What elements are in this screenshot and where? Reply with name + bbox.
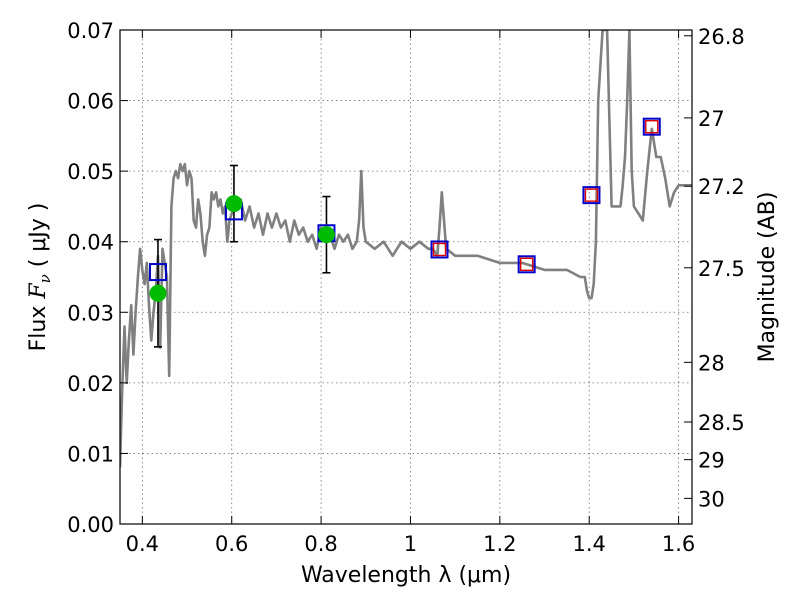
y-axis-label-subscript: ν	[36, 274, 54, 283]
grid-layer	[120, 30, 692, 524]
x-tick-label: 0.4	[126, 532, 159, 556]
plot-frame	[119, 29, 693, 525]
y-tick-label: 0.07	[67, 19, 114, 43]
tick-layer: 0.4 0.6 0.8 1 1.2 1.4 1.6 0.00 0.01 0.02 0.03 0.04 0…	[67, 19, 745, 556]
x-tick-label: 1.2	[483, 532, 516, 556]
x-tick-label: 1.4	[573, 532, 606, 556]
y-tick-label: 0.05	[67, 160, 114, 184]
y-tick-label: 0.00	[67, 513, 114, 537]
y2-tick-label: 28	[698, 351, 725, 375]
y-axis-label-units: ( μJy )	[26, 203, 51, 275]
y2-tick-label: 28.5	[698, 411, 745, 435]
x-axis-label: Wavelength λ (μm)	[301, 563, 511, 588]
observed-point	[149, 284, 167, 302]
red-bandpass-square	[584, 188, 599, 202]
y-tick-label: 0.02	[67, 372, 114, 396]
plot-layer	[120, 30, 692, 468]
y2-tick-label: 27.5	[698, 257, 745, 281]
model-bandpass-square	[582, 186, 601, 205]
y-axis-label: Flux Fν ( μJy )	[26, 203, 54, 352]
y2-tick-label: 27	[698, 107, 725, 131]
x-tick-label: 1	[404, 532, 417, 556]
red-bandpass-square	[432, 242, 447, 257]
y2-axis-label: Magnitude (AB)	[755, 192, 780, 363]
y2-tick-label: 29	[698, 449, 725, 473]
model-spectrum-line	[120, 30, 692, 468]
model-bandpass-square	[517, 255, 536, 274]
y-axis-label-symbol: F	[26, 283, 51, 300]
x-tick-label: 0.6	[215, 532, 248, 556]
model-bandpass-square	[148, 263, 167, 282]
y2-tick-label: 26.8	[698, 25, 745, 49]
x-tick-label: 1.6	[662, 532, 695, 556]
observed-point	[225, 195, 243, 213]
y2-tick-label: 30	[698, 487, 725, 511]
observed-point	[317, 226, 335, 244]
y-axis-label-text: Flux	[26, 299, 51, 352]
x-tick-label: 0.8	[304, 532, 337, 556]
model-bandpass-square	[430, 240, 449, 259]
y-tick-label: 0.01	[67, 442, 114, 466]
y-tick-label: 0.03	[67, 301, 114, 325]
y-tick-label: 0.04	[67, 231, 114, 255]
y2-tick-label: 27.2	[698, 175, 745, 199]
model-bandpass-square	[642, 117, 661, 136]
red-bandpass-square	[519, 257, 534, 271]
y-tick-label: 0.06	[67, 90, 114, 114]
red-bandpass-square	[645, 119, 659, 134]
